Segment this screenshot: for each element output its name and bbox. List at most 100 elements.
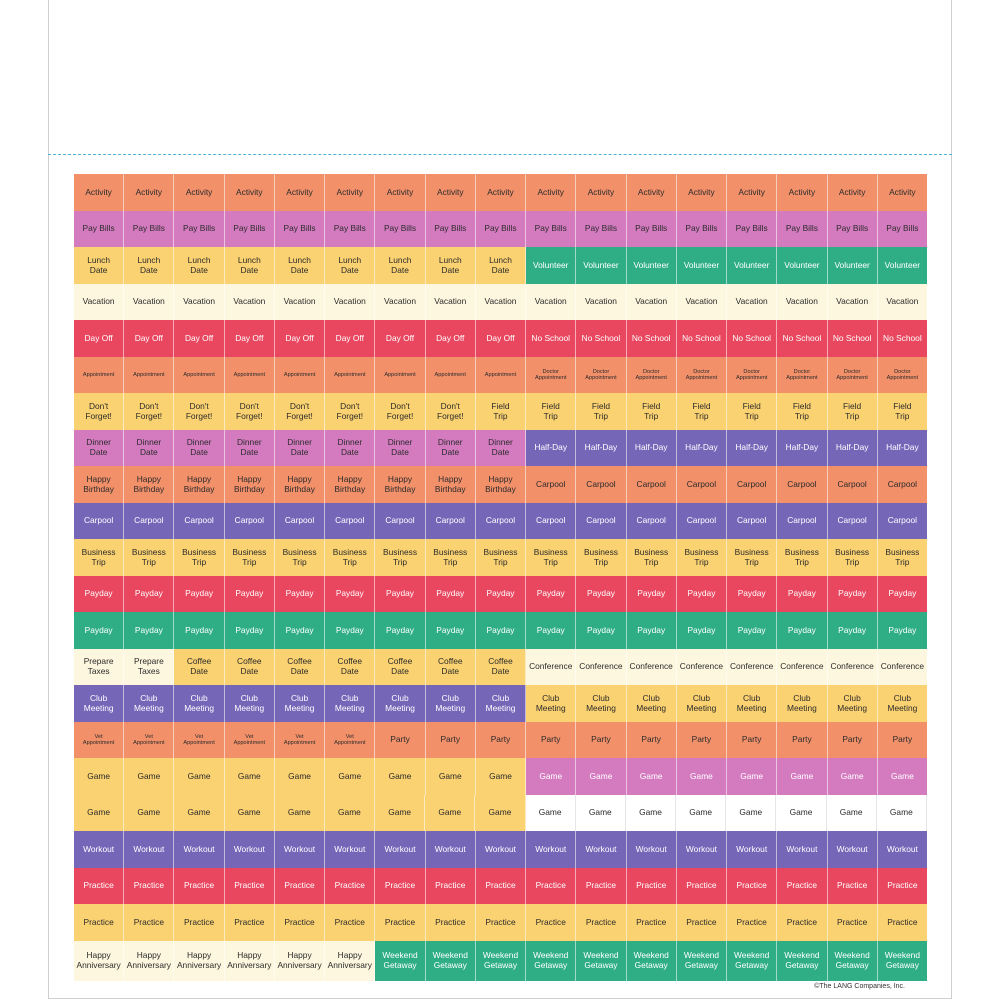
- sticker-label: Game: [727, 758, 778, 795]
- sticker-label: Lunch Date: [174, 247, 225, 284]
- sticker-label: Weekend Getaway: [877, 941, 927, 981]
- sticker-label: Game: [475, 795, 526, 831]
- sticker-label: Doctor Appointment: [827, 357, 878, 393]
- sticker-label: Pay Bills: [74, 211, 125, 247]
- sticker-label: Workout: [777, 831, 828, 868]
- sticker-row: Workout Workout Workout Workout Workout Worko…: [74, 831, 927, 868]
- sticker-label: Appointment: [475, 357, 527, 393]
- sticker-label: Payday: [174, 612, 225, 649]
- sticker-label: Conference: [827, 649, 878, 685]
- sticker-label: Weekend Getaway: [475, 941, 527, 981]
- sticker-label: Practice: [475, 868, 527, 904]
- sticker-label: Business Trip: [827, 539, 878, 576]
- sticker-label: Carpool: [124, 503, 175, 539]
- sticker-label: Game: [274, 795, 325, 831]
- sticker-label: Volunteer: [827, 247, 878, 284]
- sticker-label: Carpool: [576, 466, 627, 503]
- sticker-label: Coffee Date: [375, 649, 426, 685]
- sticker-label: Vet Appointment: [74, 722, 125, 758]
- sticker-label: Club Meeting: [475, 685, 527, 722]
- sticker-label: Practice: [224, 868, 275, 904]
- sticker-label: Lunch Date: [224, 247, 275, 284]
- sticker-label: Pay Bills: [174, 211, 225, 247]
- sticker-label: Game: [827, 758, 878, 795]
- sticker-label: Pay Bills: [827, 211, 878, 247]
- sticker-label: Half-Day: [877, 430, 927, 466]
- sticker-label: Dinner Date: [475, 430, 527, 466]
- sticker-label: Practice: [375, 904, 426, 941]
- sticker-label: Practice: [526, 904, 577, 941]
- sticker-label: Practice: [877, 868, 927, 904]
- sticker-label: Coffee Date: [325, 649, 376, 685]
- sticker-label: Day Off: [325, 320, 376, 357]
- sticker-label: Workout: [576, 831, 627, 868]
- sticker-label: Business Trip: [425, 539, 476, 576]
- sticker-label: Practice: [676, 904, 728, 941]
- sticker-label: Workout: [877, 831, 927, 868]
- sticker-row: Prepare Taxes Prepare Taxes Coffee Date Cof…: [74, 649, 927, 685]
- sticker-label: Vacation: [375, 284, 426, 320]
- sticker-label: Vacation: [877, 284, 927, 320]
- sticker-label: Business Trip: [877, 539, 927, 576]
- sticker-label: Field Trip: [475, 393, 527, 430]
- sticker-label: Workout: [727, 831, 778, 868]
- sticker-label: Appointment: [74, 357, 125, 393]
- sticker-grid: Activity Activity Activity Activity Activity…: [74, 174, 927, 981]
- sticker-label: Vet Appointment: [274, 722, 326, 758]
- sticker-label: Club Meeting: [224, 685, 275, 722]
- sticker-label: Payday: [124, 612, 175, 649]
- sticker-label: Game: [224, 758, 275, 795]
- sticker-label: Party: [777, 722, 828, 758]
- sticker-row: Lunch Date Lunch Date Lunch Date Lunch Date…: [74, 247, 927, 284]
- sticker-label: Payday: [526, 576, 577, 612]
- sticker-label: Workout: [425, 831, 476, 868]
- sticker-label: Activity: [425, 174, 476, 211]
- sticker-label: Doctor Appointment: [626, 357, 677, 393]
- sticker-label: Activity: [174, 174, 225, 211]
- sticker-row: Business Trip Business Trip Business Trip B…: [74, 539, 927, 576]
- sticker-label: Payday: [526, 612, 577, 649]
- sticker-label: Game: [526, 758, 577, 795]
- sticker-label: Activity: [124, 174, 175, 211]
- sticker-label: Conference: [676, 649, 728, 685]
- sticker-label: Activity: [727, 174, 778, 211]
- sticker-label: Happy Birthday: [224, 466, 275, 503]
- sticker-label: Pay Bills: [676, 211, 728, 247]
- sticker-label: Carpool: [676, 466, 728, 503]
- sticker-label: Happy Birthday: [124, 466, 175, 503]
- sticker-label: Practice: [475, 904, 527, 941]
- sticker-label: No School: [626, 320, 677, 357]
- sticker-label: Business Trip: [74, 539, 125, 576]
- sticker-label: Game: [174, 795, 225, 831]
- sticker-label: Payday: [827, 612, 878, 649]
- sticker-label: Practice: [626, 904, 677, 941]
- sticker-label: Activity: [325, 174, 376, 211]
- sticker-label: Game: [475, 758, 527, 795]
- sticker-label: Dinner Date: [174, 430, 225, 466]
- sticker-label: Appointment: [425, 357, 476, 393]
- sticker-label: Day Off: [475, 320, 527, 357]
- sticker-label: Field Trip: [877, 393, 927, 430]
- sticker-label: Activity: [224, 174, 275, 211]
- sticker-label: Happy Anniversary: [274, 941, 326, 981]
- sticker-label: Vacation: [626, 284, 677, 320]
- sticker-label: Doctor Appointment: [676, 357, 728, 393]
- sticker-label: Activity: [475, 174, 527, 211]
- sticker-label: Club Meeting: [74, 685, 125, 722]
- sticker-label: Practice: [526, 868, 577, 904]
- sticker-label: Party: [827, 722, 878, 758]
- sticker-label: Payday: [174, 576, 225, 612]
- sticker-label: Lunch Date: [475, 247, 527, 284]
- sticker-label: Carpool: [174, 503, 225, 539]
- sticker-label: Vacation: [174, 284, 225, 320]
- sticker-row: Day Off Day Off Day Off Day Off Day Off Day O…: [74, 320, 927, 357]
- sticker-label: Volunteer: [526, 247, 577, 284]
- sticker-label: Pay Bills: [576, 211, 627, 247]
- sticker-label: Practice: [827, 904, 878, 941]
- sticker-label: Weekend Getaway: [576, 941, 627, 981]
- sticker-label: Workout: [224, 831, 275, 868]
- sticker-label: Carpool: [827, 466, 878, 503]
- sticker-label: Practice: [676, 868, 728, 904]
- sticker-label: Party: [676, 722, 728, 758]
- sticker-label: Practice: [425, 868, 476, 904]
